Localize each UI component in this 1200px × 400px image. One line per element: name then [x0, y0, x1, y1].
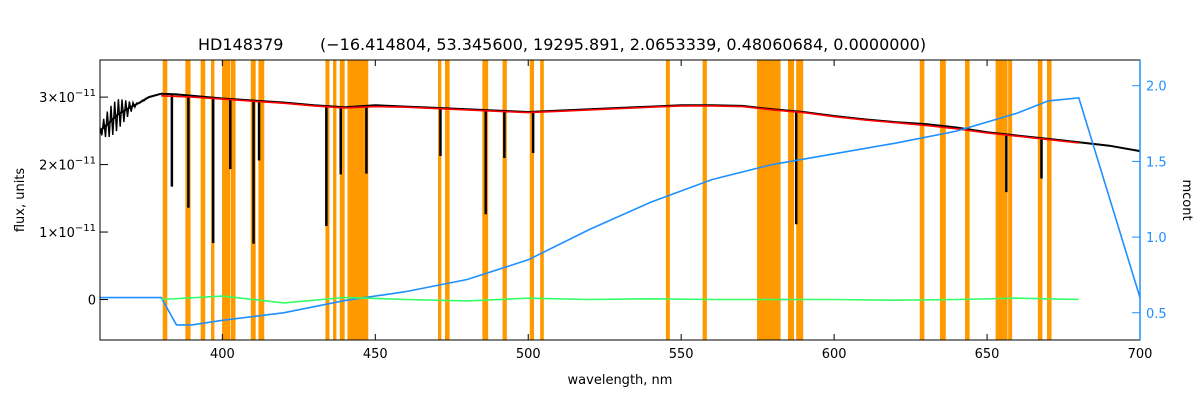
masked-region-12 — [438, 60, 442, 340]
series-continuum — [100, 96, 1141, 326]
x-tick-label-2: 500 — [516, 347, 541, 362]
right-tick-label-0: 0.5 — [1146, 307, 1167, 322]
masked-region-25 — [965, 60, 970, 340]
chart-title-star: HD148379 — [198, 35, 283, 54]
series-observed-balmer-jump — [99, 97, 148, 138]
x-axis-ticks: 400 450 500 550 600 650 700 — [210, 60, 1152, 362]
masked-region-0 — [162, 60, 168, 340]
masked-region-26 — [995, 60, 1008, 340]
right-tick-label-2: 1.5 — [1146, 155, 1167, 170]
right-axis-ticks: 0.5 1.0 1.5 2.0 — [1132, 60, 1167, 340]
x-axis-label: wavelength, nm — [568, 373, 673, 388]
masked-region-18 — [665, 60, 670, 340]
absorption-lines — [170, 94, 1043, 244]
masked-region-16 — [529, 60, 535, 340]
x-tick-label-6: 700 — [1128, 347, 1153, 362]
x-tick-label-1: 450 — [363, 347, 388, 362]
masked-region-28 — [1037, 60, 1043, 340]
masked-region-11 — [347, 60, 369, 340]
data-series — [99, 92, 1141, 326]
y-tick-label-1: 1×10−11 — [39, 223, 96, 241]
masked-region-17 — [540, 60, 544, 340]
masked-region-7 — [258, 60, 265, 340]
masked-region-20 — [757, 60, 781, 340]
masked-region-19 — [702, 60, 707, 340]
masked-region-15 — [502, 60, 507, 340]
x-tick-label-5: 650 — [975, 347, 1000, 362]
masked-region-10 — [339, 60, 345, 340]
masked-region-29 — [1047, 60, 1052, 340]
masked-region-22 — [796, 60, 804, 340]
right-axis-label: mcont — [1179, 179, 1194, 220]
x-tick-label-4: 600 — [822, 347, 847, 362]
y-tick-label-0: 0 — [88, 294, 96, 309]
masked-region-27 — [1008, 60, 1013, 340]
right-tick-label-3: 2.0 — [1146, 80, 1167, 95]
masked-region-21 — [787, 60, 795, 340]
masked-region-23 — [919, 60, 925, 340]
masked-region-5 — [230, 60, 236, 340]
chart-title-params: (−16.414804, 53.345600, 19295.891, 2.065… — [320, 35, 926, 54]
y-axis-label: flux, units — [13, 168, 28, 233]
right-tick-label-1: 1.0 — [1146, 231, 1167, 246]
x-tick-label-3: 550 — [669, 347, 694, 362]
series-model — [161, 95, 1079, 144]
masked-region-24 — [939, 60, 946, 340]
series-residual — [161, 295, 1079, 304]
y-tick-label-2: 2×10−11 — [39, 156, 96, 174]
x-tick-label-0: 400 — [210, 347, 235, 362]
masked-region-2 — [200, 60, 206, 340]
y-tick-label-3: 3×10−11 — [39, 88, 96, 106]
masked-region-9 — [333, 60, 337, 340]
masked-region-13 — [445, 60, 450, 340]
masked-region-4 — [222, 60, 231, 340]
y-axis-ticks: 0 1×10−11 2×10−11 3×10−11 — [39, 88, 108, 309]
